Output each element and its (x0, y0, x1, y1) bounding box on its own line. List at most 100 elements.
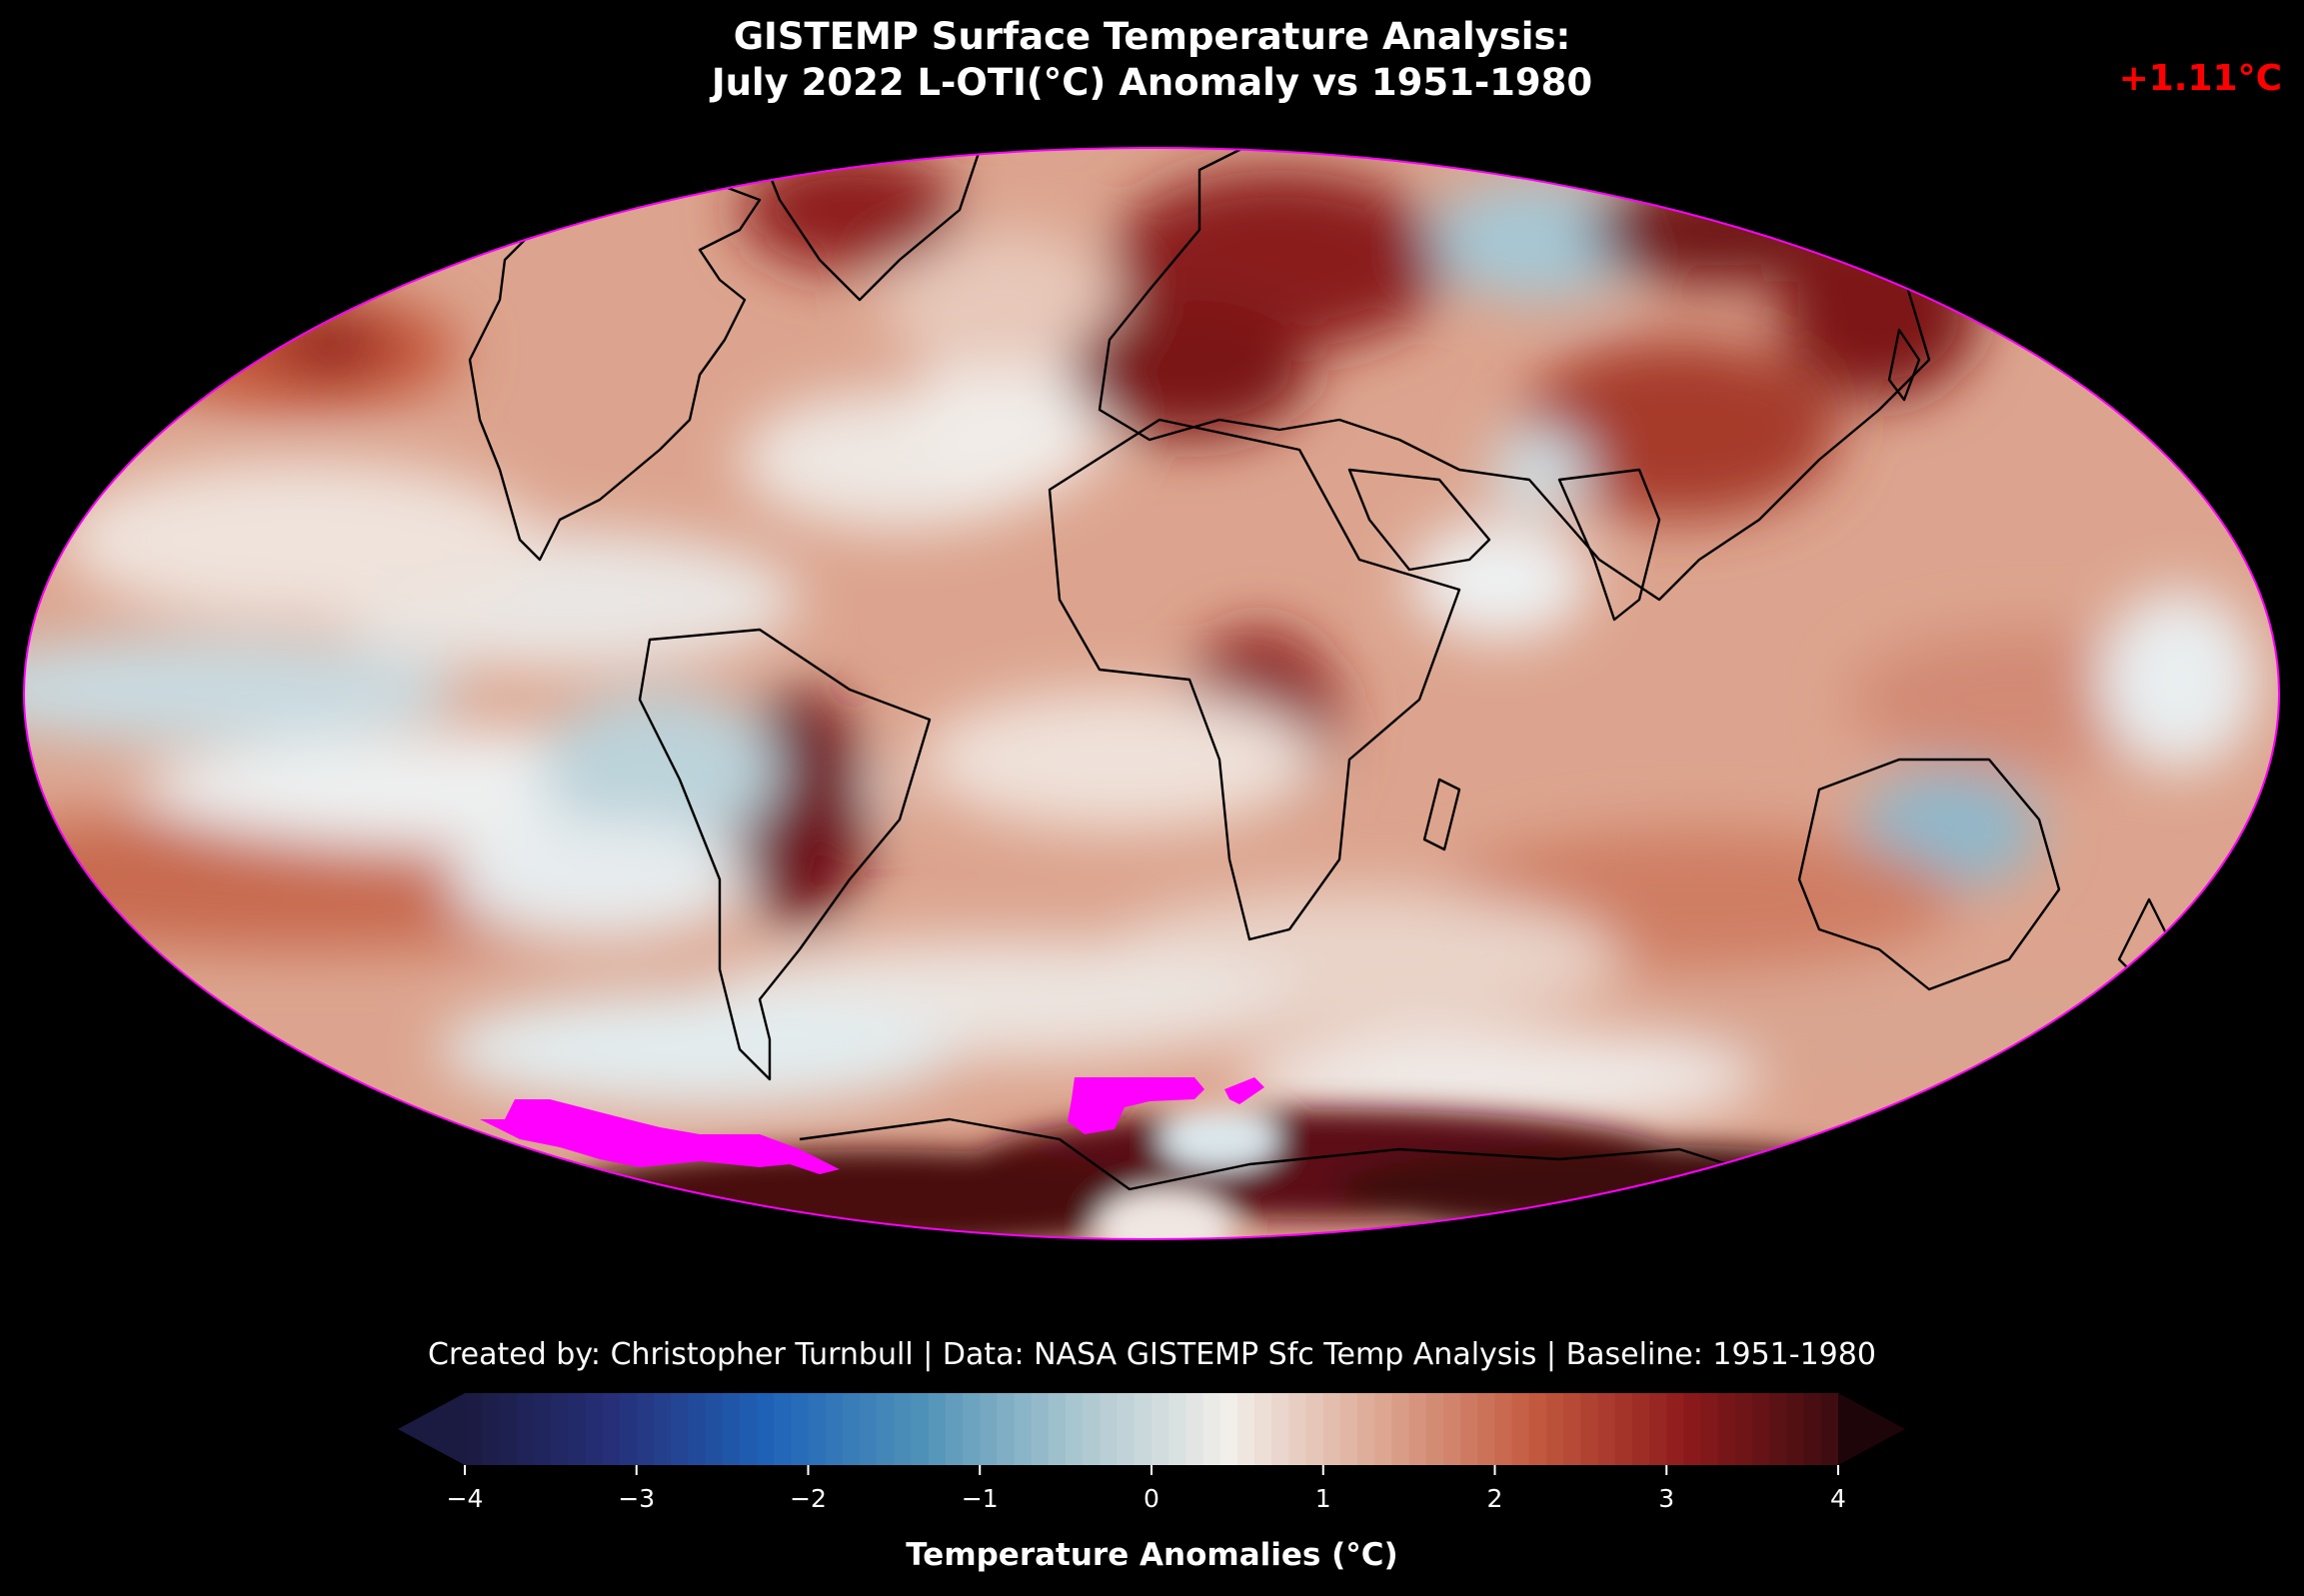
colorbar-cell (1100, 1393, 1119, 1465)
colorbar-cell (1631, 1393, 1650, 1465)
colorbar-cell (774, 1393, 792, 1465)
map-border (23, 147, 2280, 1240)
greenland-outline (758, 128, 982, 302)
colorbar-cell (688, 1393, 707, 1465)
colorbar-cell (1031, 1393, 1050, 1465)
colorbar-cell (877, 1393, 895, 1465)
colorbar-tick-label: −2 (790, 1484, 827, 1513)
colorbar-cell (1734, 1393, 1753, 1465)
colorbar-cell (465, 1393, 483, 1465)
colorbar-cell (1683, 1393, 1702, 1465)
colorbar-cell (568, 1393, 586, 1465)
colorbar-cell (1083, 1393, 1102, 1465)
colorbar-cell (1442, 1393, 1461, 1465)
colorbar-cell (1425, 1393, 1444, 1465)
japan-outline (1887, 328, 1921, 402)
colorbar-cell (980, 1393, 999, 1465)
missing-data-region (1224, 1077, 1264, 1104)
colorbar-cell (585, 1393, 603, 1465)
madagascar-outline (1422, 778, 1461, 851)
colorbar-cell (1769, 1393, 1788, 1465)
colorbar-cell (1391, 1393, 1410, 1465)
colorbar-cell (1597, 1393, 1616, 1465)
colorbar-cell (911, 1393, 930, 1465)
colorbar-cell (1305, 1393, 1324, 1465)
colorbar-cell (1288, 1393, 1307, 1465)
colorbar-cell (499, 1393, 518, 1465)
global-anomaly-value: +1.11°C (2118, 58, 2282, 99)
colorbar-tick-label: 2 (1487, 1484, 1503, 1513)
colorbar-cell (1649, 1393, 1667, 1465)
australia-outline (1797, 758, 2061, 991)
missing-data-region (1068, 1077, 1204, 1134)
colorbar-extend-low (398, 1393, 465, 1465)
colorbar-cell (963, 1393, 981, 1465)
colorbar-cell (1117, 1393, 1136, 1465)
colorbar-cell (533, 1393, 552, 1465)
colorbar-tick-label: −1 (962, 1484, 999, 1513)
eurasia-outline (1098, 138, 1931, 602)
colorbar-cell (482, 1393, 500, 1465)
colorbar-cell (636, 1393, 655, 1465)
colorbar-label: Temperature Anomalies (°C) (906, 1537, 1398, 1573)
colorbar-cell (1048, 1393, 1067, 1465)
colorbar-cell (1614, 1393, 1633, 1465)
colorbar-tick-label: 1 (1315, 1484, 1331, 1513)
colorbar-cell (1374, 1393, 1393, 1465)
colorbar-cell (550, 1393, 569, 1465)
colorbar-cell (1786, 1393, 1805, 1465)
map-title: GISTEMP Surface Temperature Analysis: Ju… (0, 14, 2304, 106)
colorbar-cell (1254, 1393, 1272, 1465)
colorbar-cell (1528, 1393, 1547, 1465)
colorbar-cell (1477, 1393, 1496, 1465)
colorbar-cell (756, 1393, 775, 1465)
colorbar-tick-label: 4 (1830, 1484, 1846, 1513)
colorbar-extend-high (1838, 1393, 1905, 1465)
colorbar-cell (1357, 1393, 1375, 1465)
colorbar-cell (1666, 1393, 1685, 1465)
colorbar-cell (1494, 1393, 1513, 1465)
mollweide-map (23, 128, 2280, 1240)
coastlines (468, 128, 2171, 1191)
colorbar-cell (1236, 1393, 1255, 1465)
colorbar-cell (997, 1393, 1016, 1465)
colorbar-tick-label: 3 (1658, 1484, 1674, 1513)
colorbar-cell (860, 1393, 878, 1465)
colorbar-cell (1185, 1393, 1204, 1465)
title-line-1: GISTEMP Surface Temperature Analysis: (733, 15, 1571, 58)
colorbar-cell (945, 1393, 964, 1465)
colorbar-cell (705, 1393, 724, 1465)
south-america-outline (638, 628, 932, 1081)
colorbar-cell (1134, 1393, 1152, 1465)
colorbar-cell (1580, 1393, 1599, 1465)
new-zealand-outline (2117, 897, 2171, 981)
arabia-outline (1347, 468, 1491, 572)
colorbar-cell (1717, 1393, 1736, 1465)
colorbar-cell (842, 1393, 861, 1465)
colorbar-cell (1271, 1393, 1289, 1465)
colorbar-cell (808, 1393, 827, 1465)
colorbar-cell (1803, 1393, 1822, 1465)
colorbar-cell (825, 1393, 844, 1465)
colorbar-cell (1563, 1393, 1581, 1465)
colorbar-tick-label: 0 (1144, 1484, 1159, 1513)
colorbar-cell (653, 1393, 672, 1465)
colorbar-cell (516, 1393, 535, 1465)
colorbar-cell (1511, 1393, 1530, 1465)
colorbar-cell (1546, 1393, 1564, 1465)
antarctica-outline (799, 1117, 1760, 1191)
colorbar-cell (791, 1393, 810, 1465)
colorbar-cell (1168, 1393, 1186, 1465)
colorbar-cell (1408, 1393, 1427, 1465)
anomaly-field (24, 148, 2279, 1239)
colorbar-cell (1152, 1393, 1169, 1465)
colorbar-tick-label: −3 (618, 1484, 655, 1513)
credit-text: Created by: Christopher Turnbull | Data:… (428, 1337, 1876, 1372)
colorbar-cell (739, 1393, 758, 1465)
colorbar-cell (722, 1393, 741, 1465)
missing-data-region (480, 1099, 840, 1174)
india-outline (1557, 468, 1661, 622)
colorbar-ticks: −4 −3 −2 −1 0 1 2 3 4 (447, 1465, 1846, 1513)
colorbar-cell (619, 1393, 638, 1465)
colorbar-cell (1322, 1393, 1341, 1465)
